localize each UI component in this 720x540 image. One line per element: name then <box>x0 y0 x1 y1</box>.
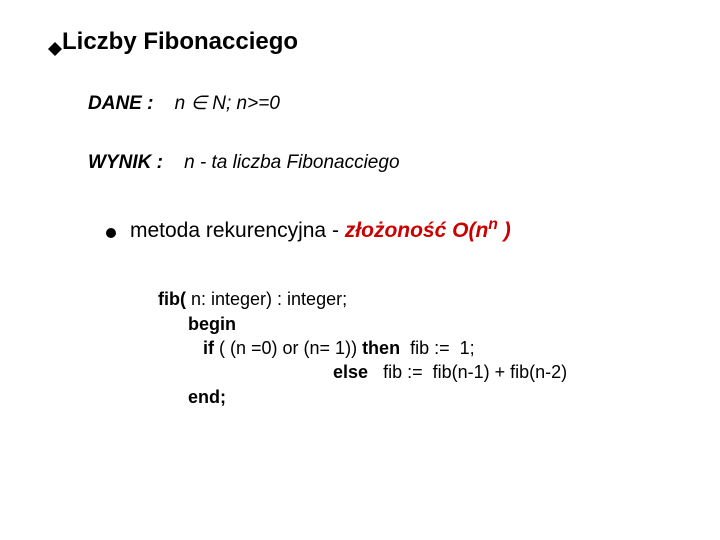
code-l2: begin <box>158 314 236 334</box>
code-l3b: ( (n =0) or (n= 1)) <box>219 338 362 358</box>
wynik-value: n - ta liczba Fibonacciego <box>184 152 399 173</box>
dash: - <box>326 219 345 242</box>
code-l1a: fib( <box>158 289 191 309</box>
dane-label: DANE : <box>88 93 153 114</box>
code-l4b: fib := fib(n-1) + fib(n-2) <box>383 362 567 382</box>
complexity: złożoność O(nn ) <box>345 219 511 242</box>
wynik-label: WYNIK : <box>88 152 163 173</box>
slide: Liczby Fibonacciego DANE : n ∈ N; n>=0 W… <box>0 0 720 540</box>
code-l3d: fib := 1; <box>410 338 475 358</box>
code-l3c: then <box>362 338 410 358</box>
slide-title: Liczby Fibonacciego <box>62 28 298 56</box>
code-l4a: else <box>158 362 383 382</box>
spec-block: DANE : n ∈ N; n>=0 WYNIK : n - ta liczba… <box>88 92 680 175</box>
dane-value-post: N; n>=0 <box>207 93 280 114</box>
method-row: metoda rekurencyjna - złożoność O(nn ) <box>106 219 680 243</box>
wynik-line: WYNIK : n - ta liczba Fibonacciego <box>88 151 680 176</box>
dane-line: DANE : n ∈ N; n>=0 <box>88 92 680 117</box>
method-label: metoda rekurencyjna <box>130 219 326 242</box>
code-l1b: n: integer) : integer; <box>191 289 347 309</box>
code-l5: end; <box>158 387 226 407</box>
dot-bullet-icon <box>106 228 116 238</box>
element-of-icon: ∈ <box>190 93 207 114</box>
code-block: fib( n: integer) : integer; begin if ( (… <box>158 287 680 408</box>
dane-value-pre: n <box>175 93 191 114</box>
title-row: Liczby Fibonacciego <box>48 28 680 56</box>
code-l3a: if <box>158 338 219 358</box>
